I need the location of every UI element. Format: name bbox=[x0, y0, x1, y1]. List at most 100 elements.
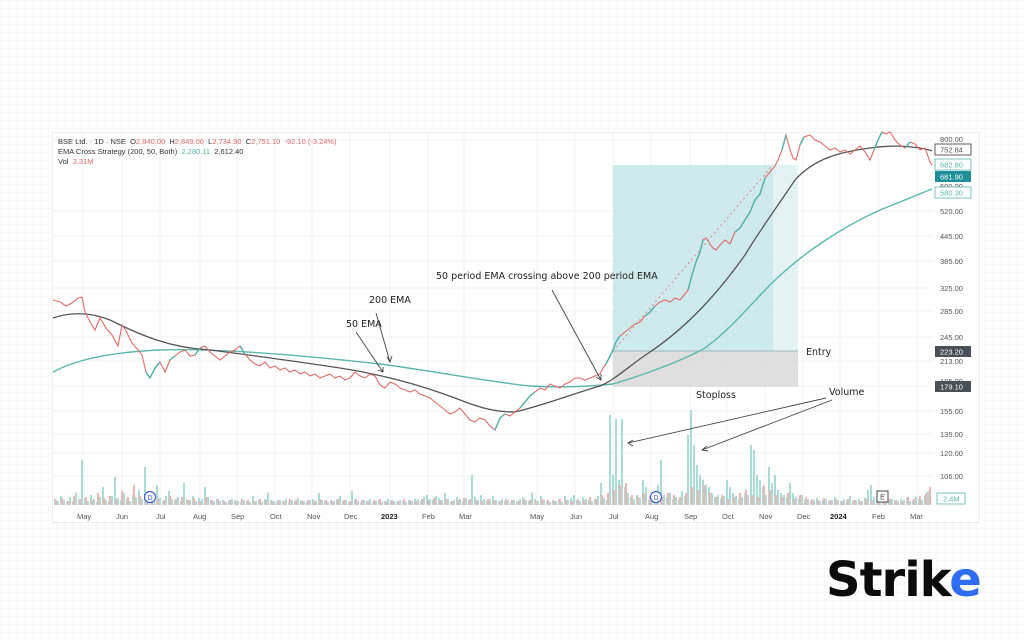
svg-text:2024: 2024 bbox=[830, 512, 848, 521]
marker-label: D bbox=[147, 495, 152, 502]
badge-entry-223: 223.20 bbox=[935, 346, 971, 357]
price-tick: 285.00 bbox=[940, 307, 963, 316]
target-path bbox=[612, 164, 774, 352]
svg-text:179.10: 179.10 bbox=[940, 383, 963, 392]
svg-text:223.20: 223.20 bbox=[940, 348, 963, 357]
legend-row-strategy: EMA Cross Strategy (200, 50, Both) 2,280… bbox=[58, 147, 337, 157]
svg-text:Mar: Mar bbox=[459, 512, 472, 521]
arrow-200-ema bbox=[375, 312, 391, 363]
annotation-200-ema: 200 EMA bbox=[369, 295, 411, 306]
dividend-marker-2[interactable]: D bbox=[649, 490, 663, 504]
annotations: 200 EMA 50 EMA 50 period EMA crossing ab… bbox=[346, 271, 864, 452]
badge-681-current: 681.90 bbox=[935, 171, 971, 182]
price-tick: 213.00 bbox=[940, 357, 963, 366]
dividend-marker-1[interactable]: D bbox=[143, 490, 157, 504]
chart-gridlines bbox=[53, 133, 932, 507]
svg-text:Sep: Sep bbox=[684, 512, 697, 521]
close-label: C bbox=[245, 137, 252, 146]
svg-text:Dec: Dec bbox=[344, 512, 358, 521]
strike-logo: Strike bbox=[826, 556, 982, 604]
price-tick: 155.00 bbox=[940, 407, 963, 416]
svg-text:2.4M: 2.4M bbox=[943, 495, 960, 504]
stoploss-zone[interactable] bbox=[613, 351, 798, 387]
price-tick: 325.00 bbox=[940, 284, 963, 293]
badge-stop-179: 179.10 bbox=[935, 381, 971, 392]
annotation-entry: Entry bbox=[806, 347, 832, 358]
volume-value: 3.31M bbox=[72, 157, 94, 166]
price-up-candles bbox=[145, 131, 911, 431]
earnings-icon bbox=[876, 490, 889, 503]
strategy-name[interactable]: EMA Cross Strategy (200, 50, Both) bbox=[58, 147, 178, 156]
strategy-value-2: 2,612.40 bbox=[214, 147, 244, 156]
change-value: -92.10 (-3.24%) bbox=[284, 137, 337, 146]
svg-text:Oct: Oct bbox=[270, 512, 283, 521]
price-tick: 120.00 bbox=[940, 449, 963, 458]
logo-text: Stri bbox=[826, 552, 921, 608]
chart-legend: BSE Ltd. · 1D · NSE O2,840.00 H2,849.00 … bbox=[58, 137, 337, 167]
annotation-ema-cross: 50 period EMA crossing above 200 period … bbox=[436, 271, 658, 282]
open-value: 2,840.00 bbox=[135, 137, 166, 146]
close-value: 2,751.10 bbox=[251, 137, 281, 146]
high-label: H bbox=[169, 137, 175, 146]
svg-text:Sep: Sep bbox=[231, 512, 244, 521]
badge-580: 580.30 bbox=[934, 186, 972, 199]
svg-text:752.84: 752.84 bbox=[940, 146, 963, 155]
arrow-volume-2 bbox=[701, 399, 833, 451]
high-value: 2,849.00 bbox=[174, 137, 204, 146]
price-tick: 520.00 bbox=[940, 207, 963, 216]
price-tick: 600.00 bbox=[940, 182, 963, 191]
price-tick: 385.00 bbox=[940, 257, 963, 266]
svg-text:Dec: Dec bbox=[797, 512, 811, 521]
marker-label: E bbox=[880, 495, 885, 502]
svg-text:Feb: Feb bbox=[422, 512, 435, 521]
target-zone[interactable] bbox=[613, 165, 798, 351]
svg-text:May: May bbox=[530, 512, 544, 521]
svg-text:681.90: 681.90 bbox=[940, 173, 963, 182]
volume-label[interactable]: Vol bbox=[58, 157, 69, 166]
chart-panel[interactable] bbox=[52, 132, 980, 523]
price-tick: 800.00 bbox=[940, 135, 963, 144]
svg-text:Jun: Jun bbox=[116, 512, 128, 521]
badge-682: 682.80 bbox=[934, 158, 972, 171]
price-axis[interactable]: 800.00 600.00 520.00 445.00 385.00 325.0… bbox=[934, 135, 972, 505]
price-tick: 106.00 bbox=[940, 472, 963, 481]
svg-text:Feb: Feb bbox=[872, 512, 885, 521]
svg-text:Jul: Jul bbox=[156, 512, 166, 521]
legend-row-volume: Vol 3.31M bbox=[58, 157, 337, 167]
time-axis[interactable]: May Jun Jul Aug Sep Oct Nov Dec 2023 Feb… bbox=[77, 512, 923, 521]
svg-text:Nov: Nov bbox=[759, 512, 773, 521]
dividend-icon bbox=[649, 490, 663, 504]
arrow-50-ema bbox=[355, 331, 384, 373]
price-tick: 245.00 bbox=[940, 333, 963, 342]
annotation-arrows bbox=[355, 289, 833, 452]
arrow-volume-1 bbox=[627, 397, 827, 444]
svg-text:2023: 2023 bbox=[381, 512, 398, 521]
earnings-marker[interactable]: E bbox=[876, 490, 889, 503]
marker-label: D bbox=[653, 495, 658, 502]
ema-50-line[interactable] bbox=[52, 145, 933, 413]
svg-text:Jun: Jun bbox=[570, 512, 582, 521]
annotation-volume: Volume bbox=[829, 387, 864, 398]
strategy-value-1: 2,280.11 bbox=[181, 147, 211, 156]
svg-text:Nov: Nov bbox=[307, 512, 321, 521]
annotation-stoploss: Stoploss bbox=[696, 390, 736, 401]
price-candles[interactable] bbox=[52, 131, 933, 431]
logo-text-e: e bbox=[949, 552, 982, 608]
annotation-50-ema: 50 EMA bbox=[346, 319, 382, 330]
price-tick: 445.00 bbox=[940, 232, 963, 241]
low-label: L bbox=[208, 137, 213, 146]
legend-row-symbol: BSE Ltd. · 1D · NSE O2,840.00 H2,849.00 … bbox=[58, 137, 337, 147]
svg-text:Aug: Aug bbox=[645, 512, 658, 521]
svg-text:580.30: 580.30 bbox=[940, 189, 963, 198]
svg-text:Jul: Jul bbox=[609, 512, 619, 521]
target-zone-extension bbox=[773, 165, 798, 351]
svg-text:Aug: Aug bbox=[193, 512, 206, 521]
arrow-ema-cross bbox=[551, 289, 602, 381]
symbol-title[interactable]: BSE Ltd. · 1D · NSE bbox=[58, 137, 126, 146]
svg-text:May: May bbox=[77, 512, 91, 521]
open-label: O bbox=[130, 137, 136, 146]
badge-752: 752.84 bbox=[934, 143, 972, 156]
low-value: 2,734.90 bbox=[212, 137, 242, 146]
logo-text-k: k bbox=[919, 552, 951, 608]
